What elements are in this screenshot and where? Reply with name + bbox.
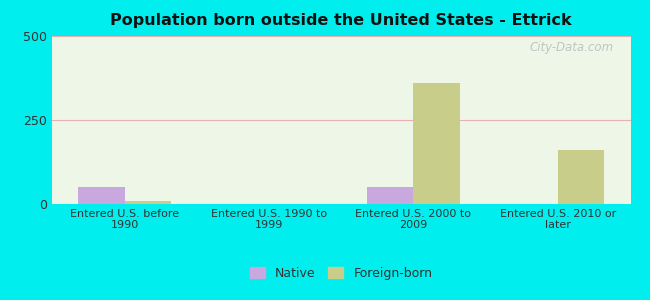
Bar [78,187,125,204]
Text: City-Data.com: City-Data.com [529,41,613,54]
Legend: Native, Foreign-born: Native, Foreign-born [245,262,437,285]
Title: Population born outside the United States - Ettrick: Population born outside the United State… [111,13,572,28]
Bar [125,201,171,204]
Bar [413,83,460,204]
Bar [367,187,413,204]
Bar [558,150,605,204]
